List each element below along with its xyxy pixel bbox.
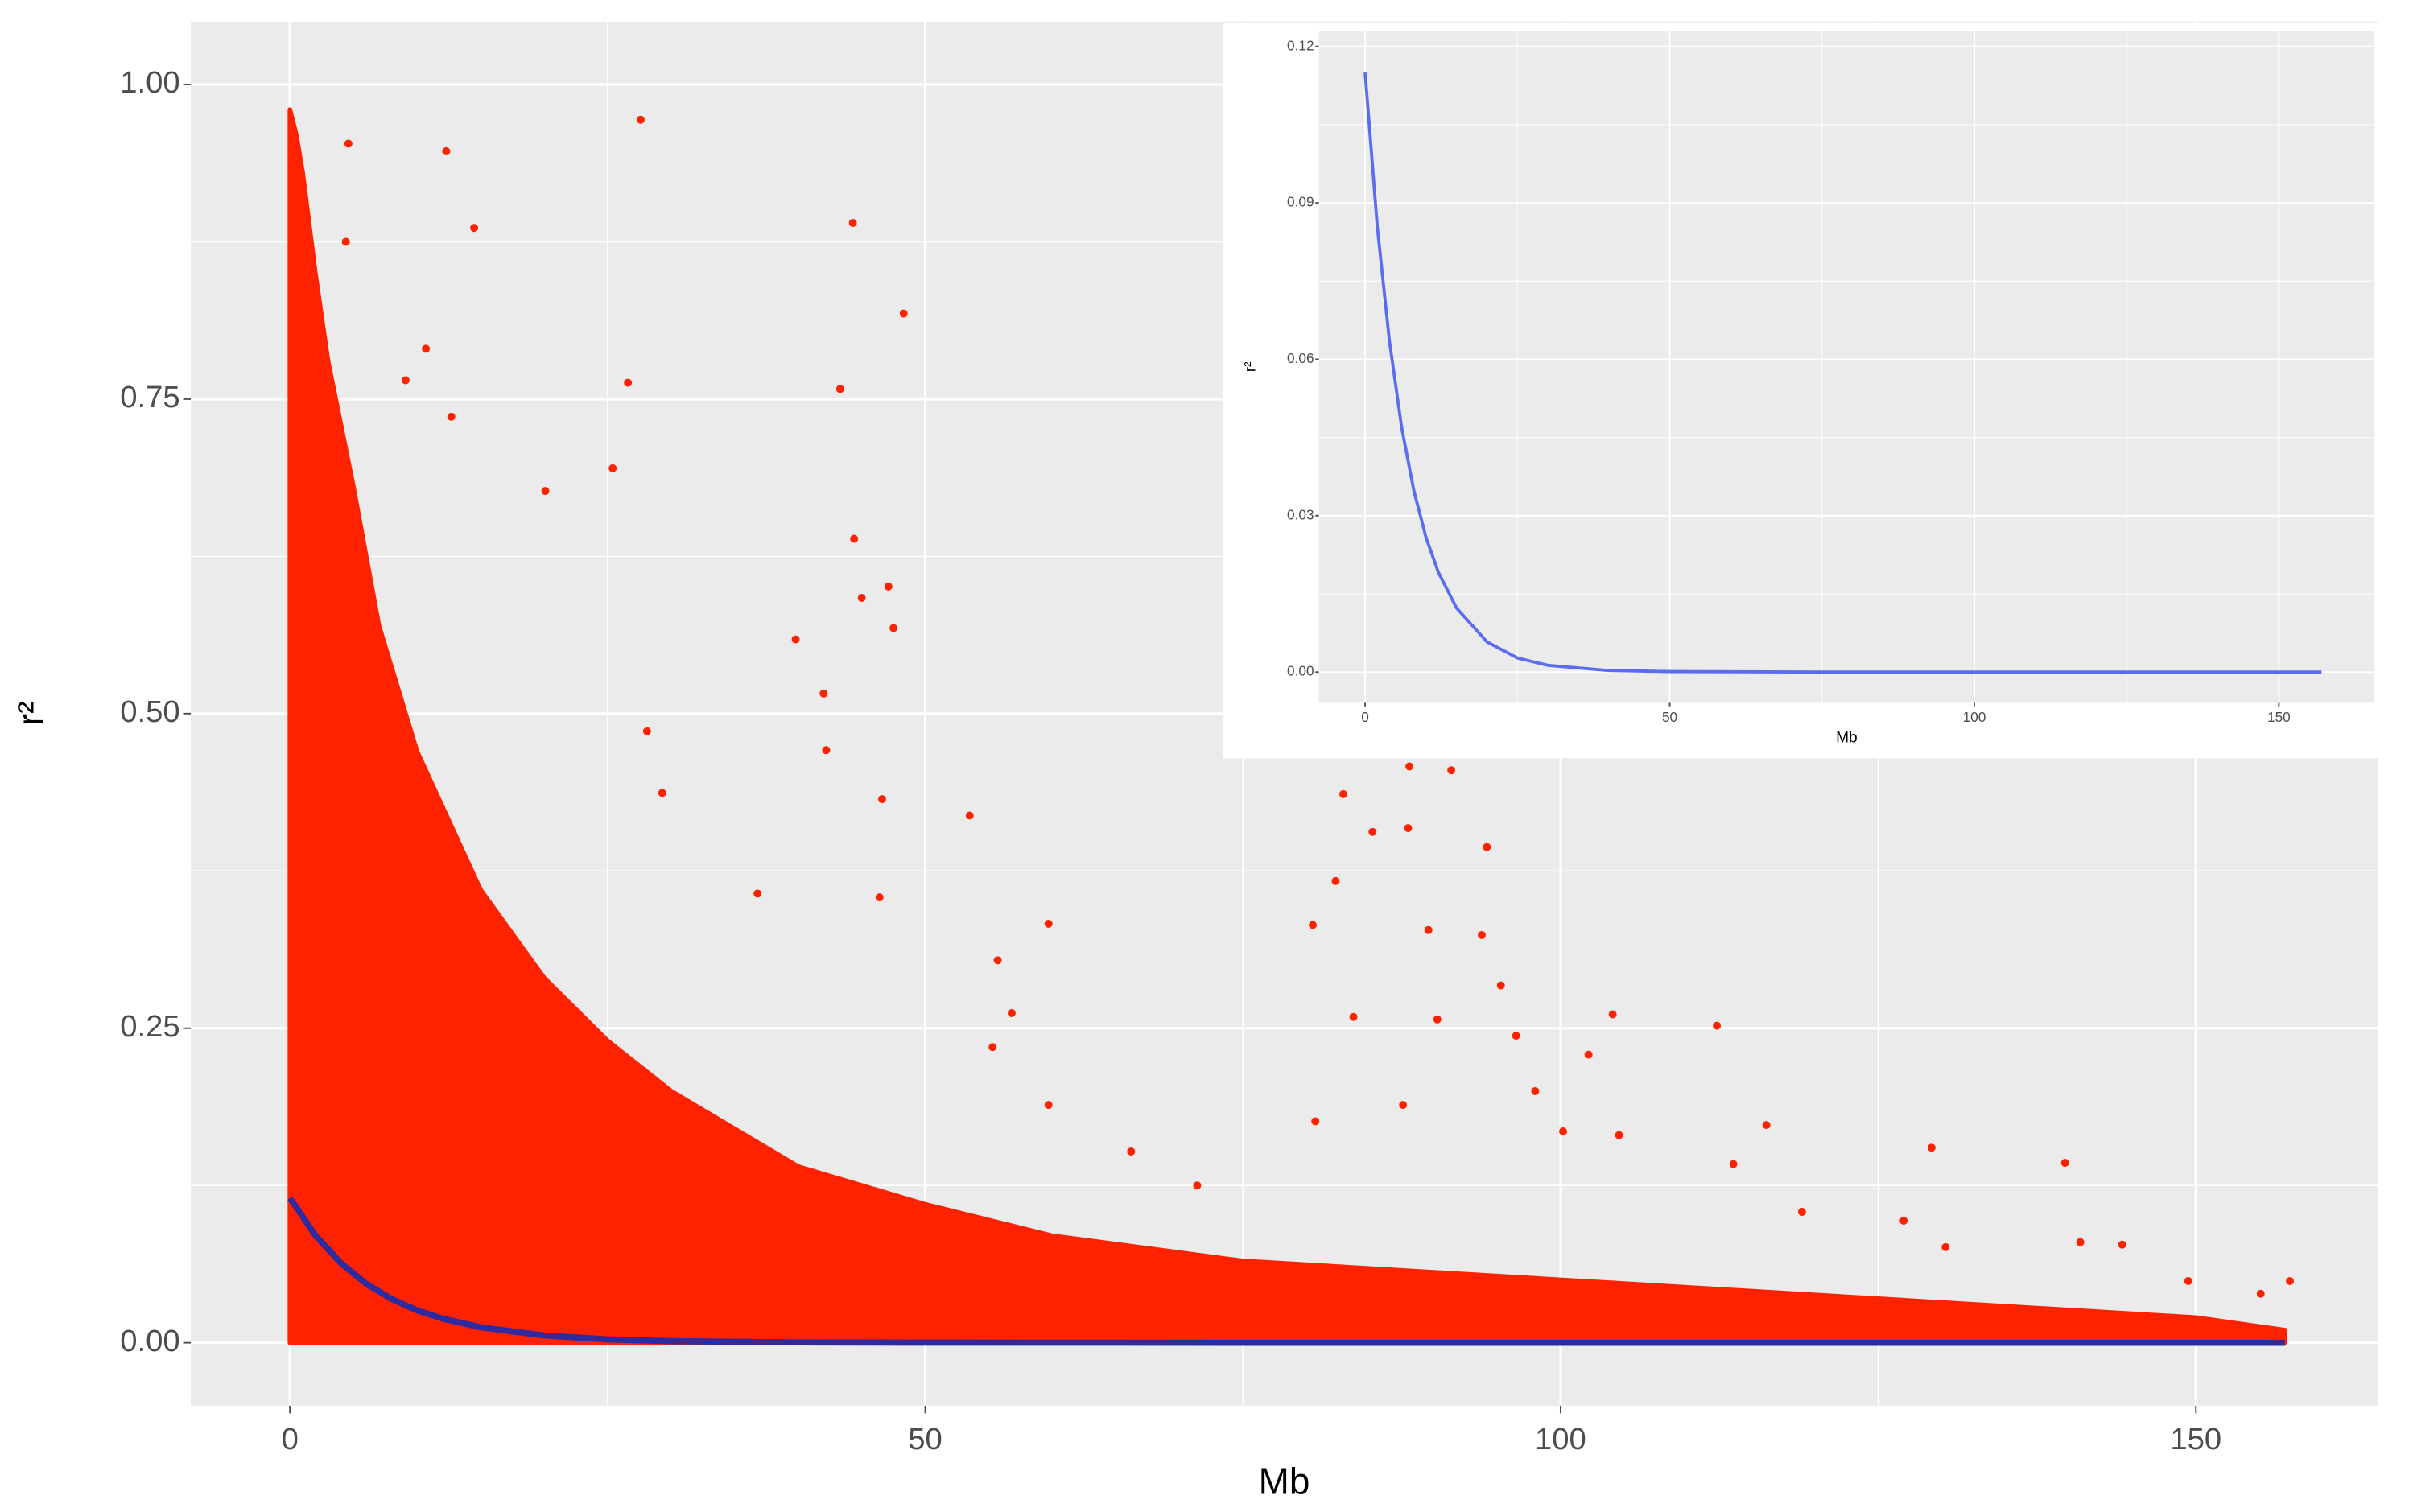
point bbox=[850, 534, 859, 543]
point bbox=[822, 746, 831, 755]
y-axis-title: r² bbox=[10, 702, 52, 727]
x-tick-label: 150 bbox=[2170, 1422, 2221, 1456]
y-tick-label: 0.03 bbox=[1287, 506, 1314, 522]
x-tick-label: 0 bbox=[1361, 709, 1369, 725]
point bbox=[993, 956, 1002, 965]
point bbox=[1531, 1086, 1540, 1095]
point bbox=[344, 139, 353, 148]
point bbox=[642, 727, 651, 735]
point bbox=[470, 224, 479, 233]
y-tick-label: 0.09 bbox=[1287, 194, 1314, 210]
point bbox=[636, 115, 645, 124]
point bbox=[1007, 1008, 1016, 1017]
point bbox=[1399, 1101, 1408, 1110]
point bbox=[1424, 925, 1433, 934]
point bbox=[608, 463, 617, 472]
point bbox=[1193, 1181, 1202, 1190]
point bbox=[1044, 919, 1053, 928]
point bbox=[1496, 981, 1505, 990]
point bbox=[1512, 1032, 1520, 1040]
point bbox=[1608, 1010, 1617, 1019]
fit-line bbox=[287, 1196, 2285, 1346]
y-tick-label: 0.75 bbox=[120, 380, 179, 414]
point bbox=[1309, 921, 1318, 929]
y-tick-label: 1.00 bbox=[120, 65, 179, 100]
point bbox=[2184, 1277, 2192, 1286]
point bbox=[1941, 1242, 1950, 1251]
point bbox=[889, 624, 898, 632]
point bbox=[447, 412, 456, 421]
point bbox=[753, 889, 762, 898]
x-tick-label: 0 bbox=[282, 1422, 299, 1456]
point bbox=[1559, 1127, 1568, 1135]
point bbox=[2118, 1240, 2126, 1249]
point bbox=[877, 795, 886, 804]
point bbox=[2256, 1289, 2265, 1298]
point bbox=[791, 635, 800, 644]
point bbox=[1311, 1117, 1320, 1126]
point bbox=[1404, 824, 1413, 833]
point bbox=[1483, 843, 1491, 851]
point bbox=[1615, 1131, 1623, 1139]
y-tick-label: 0.00 bbox=[1287, 663, 1314, 679]
point bbox=[2060, 1159, 2069, 1168]
point bbox=[1127, 1147, 1136, 1156]
point bbox=[1044, 1101, 1053, 1110]
x-tick-label: 50 bbox=[908, 1422, 943, 1456]
point bbox=[1405, 762, 1414, 771]
point bbox=[1331, 876, 1340, 885]
fit-line bbox=[1363, 72, 2322, 674]
point bbox=[819, 689, 828, 698]
point bbox=[1899, 1217, 1908, 1225]
point bbox=[1729, 1160, 1738, 1168]
point bbox=[1478, 931, 1487, 940]
point bbox=[899, 309, 908, 318]
x-tick-label: 150 bbox=[2267, 709, 2291, 725]
point bbox=[1584, 1050, 1593, 1059]
point bbox=[988, 1043, 997, 1052]
point bbox=[2286, 1277, 2295, 1286]
plot-panel bbox=[1318, 31, 2375, 703]
point bbox=[1713, 1021, 1722, 1030]
y-tick-label: 0.06 bbox=[1287, 350, 1314, 366]
x-tick-label: 50 bbox=[1662, 709, 1677, 725]
y-tick-label: 0.25 bbox=[120, 1009, 179, 1044]
point bbox=[1433, 1015, 1442, 1024]
point bbox=[857, 593, 866, 602]
point bbox=[1797, 1208, 1806, 1217]
point bbox=[1349, 1012, 1358, 1021]
point bbox=[624, 378, 633, 387]
point bbox=[2076, 1238, 2085, 1246]
point bbox=[965, 811, 974, 820]
point bbox=[1762, 1121, 1771, 1130]
point bbox=[884, 582, 893, 591]
point bbox=[341, 237, 350, 246]
point bbox=[1368, 827, 1377, 836]
point bbox=[658, 789, 666, 797]
y-tick-label: 0.00 bbox=[120, 1324, 179, 1358]
point bbox=[541, 487, 550, 496]
x-tick-label: 100 bbox=[1535, 1422, 1586, 1456]
point bbox=[1447, 766, 1456, 775]
y-tick-label: 0.50 bbox=[120, 694, 179, 729]
point bbox=[848, 219, 857, 227]
dense-area bbox=[287, 107, 2287, 1345]
x-axis-title: Mb bbox=[1259, 1461, 1310, 1502]
point bbox=[1338, 789, 1347, 798]
y-tick-label: 0.12 bbox=[1287, 37, 1314, 53]
point bbox=[835, 385, 844, 393]
y-axis-title: r² bbox=[1243, 361, 1260, 372]
point bbox=[442, 146, 451, 155]
x-axis-title: Mb bbox=[1836, 730, 1858, 747]
x-tick-label: 100 bbox=[1963, 709, 1986, 725]
point bbox=[1927, 1143, 1936, 1152]
point bbox=[422, 344, 431, 353]
point bbox=[875, 893, 884, 902]
point bbox=[401, 376, 410, 385]
